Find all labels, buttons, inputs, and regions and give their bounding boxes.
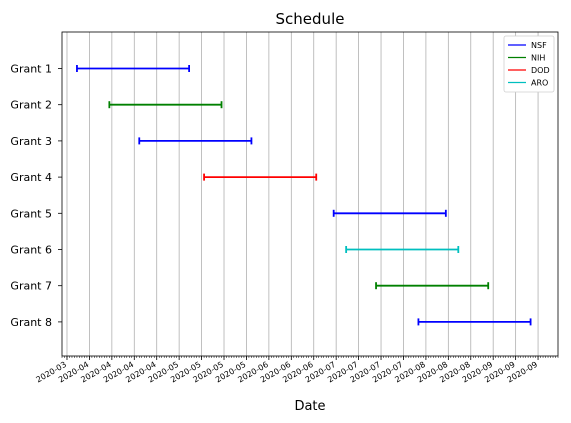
gantt-bar <box>76 65 191 72</box>
y-tick-label: Grant 4 <box>10 171 52 184</box>
plot-frame <box>61 31 559 357</box>
y-axis-ticks: Grant 1 Grant 2 Grant 3 Grant 4 Grant 5 Grant… <box>10 63 62 329</box>
gantt-bars <box>76 65 532 326</box>
y-tick-label: Grant 5 <box>10 207 52 220</box>
legend-box <box>503 35 555 93</box>
gantt-bar <box>345 246 460 253</box>
gantt-bar <box>108 101 223 109</box>
y-tick-label: Grant 8 <box>10 316 52 329</box>
x-axis-title: Date <box>294 399 325 414</box>
y-tick-label: Grant 3 <box>10 135 52 148</box>
x-gridlines <box>66 32 539 356</box>
y-tick-label: Grant 7 <box>10 280 52 293</box>
y-tick-label: Grant 6 <box>10 244 52 257</box>
gantt-bar <box>138 137 253 145</box>
legend-label: DOD <box>531 66 550 75</box>
legend-label: NSF <box>531 41 547 50</box>
legend-label: NIH <box>531 54 545 63</box>
chart-title: Schedule <box>276 10 345 28</box>
gantt-bar <box>332 209 447 217</box>
gantt-bar <box>417 318 532 326</box>
y-tick-label: Grant 2 <box>10 99 52 112</box>
gantt-bar <box>375 282 490 290</box>
gantt-bar <box>203 173 318 181</box>
legend-label: ARO <box>531 79 548 88</box>
y-tick-label: Grant 1 <box>10 63 52 76</box>
legend: NSF NIH DOD ARO <box>503 35 555 93</box>
